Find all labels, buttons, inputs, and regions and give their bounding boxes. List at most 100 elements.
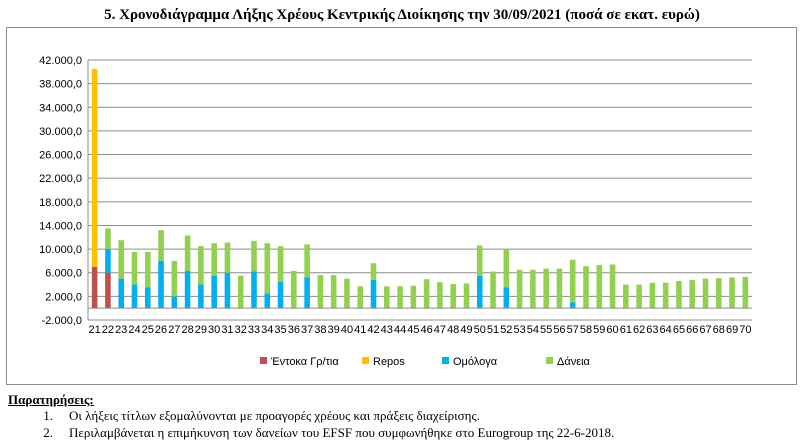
bar-segment — [729, 277, 735, 309]
bar-segment — [198, 284, 204, 309]
x-tick-label: 45 — [407, 324, 419, 336]
bar-segment — [211, 275, 217, 309]
bar-segment — [171, 296, 178, 309]
x-tick-label: 64 — [660, 324, 672, 336]
x-tick-label: 67 — [699, 324, 711, 336]
bar-segment — [569, 302, 576, 309]
bar-segment — [344, 278, 350, 309]
x-tick-label: 69 — [726, 324, 738, 336]
x-tick-label: 48 — [447, 324, 459, 336]
x-tick-label: 38 — [314, 324, 326, 336]
x-tick-label: 33 — [248, 324, 260, 336]
x-tick-label: 66 — [686, 324, 698, 336]
x-tick-label: 23 — [115, 324, 127, 336]
bar-segment — [211, 243, 217, 276]
x-tick-label: 43 — [381, 324, 393, 336]
bar-segment — [476, 275, 483, 309]
x-tick-label: 37 — [301, 324, 313, 336]
bar-segment — [623, 284, 629, 309]
x-tick-label: 55 — [540, 324, 552, 336]
y-tick-label: 14.000,0 — [39, 220, 82, 232]
bar-segment — [158, 260, 164, 309]
legend-label: Ομόλογα — [453, 356, 498, 368]
bar-segment — [357, 286, 364, 309]
y-tick-label: 2.000,0 — [45, 291, 82, 303]
bar-segment — [702, 278, 709, 309]
bar-segment — [543, 268, 549, 309]
bar-segment — [503, 287, 510, 309]
x-tick-label: 70 — [739, 324, 751, 336]
bar-segment — [237, 275, 244, 309]
x-tick-label: 56 — [553, 324, 565, 336]
bar-segment — [224, 242, 231, 273]
bar-segment — [171, 260, 178, 297]
notes-heading: Παρατηρήσεις: — [8, 392, 94, 407]
x-tick-label: 44 — [394, 324, 406, 336]
x-tick-label: 26 — [155, 324, 167, 336]
y-tick-label: 18.000,0 — [39, 197, 82, 209]
bar-segment — [609, 264, 616, 309]
bar-segment — [662, 282, 669, 309]
x-tick-label: 31 — [221, 324, 233, 336]
bar-segment — [105, 249, 111, 273]
bar-segment — [91, 266, 98, 309]
x-tick-label: 39 — [328, 324, 340, 336]
x-tick-label: 35 — [274, 324, 286, 336]
note-text: Οι λήξεις τίτλων εξομαλύνονται με προαγο… — [69, 408, 480, 423]
bar-segment — [291, 270, 297, 309]
chart-frame — [6, 27, 797, 385]
bar-segment — [184, 270, 191, 309]
axes — [87, 60, 752, 320]
bars — [91, 68, 749, 309]
chart-title: 5. Χρονοδιάγραμμα Λήξης Χρέους Κεντρικής… — [104, 7, 700, 23]
bar-segment — [158, 230, 164, 261]
bar-segment — [463, 283, 470, 309]
x-tick-label: 59 — [593, 324, 605, 336]
bar-segment — [251, 271, 257, 309]
x-tick-label: 46 — [421, 324, 433, 336]
x-tick-label: 63 — [646, 324, 658, 336]
y-tick-label: -2.000,0 — [42, 315, 82, 327]
bar-segment — [397, 286, 403, 309]
bar-segment — [144, 252, 151, 288]
bar-segment — [742, 276, 749, 309]
bar-segment — [476, 245, 483, 276]
legend-swatch — [260, 357, 267, 364]
bar-segment — [184, 235, 191, 271]
x-tick-label: 24 — [128, 324, 140, 336]
x-tick-label: 52 — [500, 324, 512, 336]
bar-segment — [410, 285, 417, 309]
x-tick-label: 30 — [208, 324, 220, 336]
y-tick-label: 22.000,0 — [39, 173, 82, 185]
x-tick-label: 50 — [474, 324, 486, 336]
bar-segment — [304, 277, 310, 309]
x-tick-label: 51 — [487, 324, 499, 336]
x-tick-label: 34 — [261, 324, 273, 336]
x-tick-label: 53 — [513, 324, 525, 336]
bar-segment — [198, 246, 204, 285]
bar-segment — [516, 269, 523, 309]
x-tick-label: 49 — [460, 324, 472, 336]
bar-segment — [330, 275, 337, 309]
bar-segment — [105, 272, 111, 309]
y-tick-labels: -2.000,0 2.000,0 6.000,0 10.000,0 14.000,0 18… — [39, 55, 82, 327]
x-tick-label: 28 — [181, 324, 193, 336]
legend-swatch — [442, 357, 449, 364]
bar-segment — [370, 263, 377, 280]
bar-segment — [596, 265, 603, 309]
legend-label: Έντοκα Γρ/τια — [270, 356, 339, 368]
bar-segment — [131, 284, 138, 309]
maturity-bar-chart: -2.000,0 2.000,0 6.000,0 10.000,0 14.000,0 18… — [39, 55, 752, 368]
bar-segment — [118, 240, 124, 279]
x-tick-label: 27 — [168, 324, 180, 336]
bar-segment — [716, 278, 722, 309]
bar-segment — [91, 68, 98, 267]
note-number: 1. — [43, 408, 53, 423]
bar-segment — [649, 282, 656, 309]
legend-swatch — [362, 357, 369, 364]
x-tick-label: 68 — [713, 324, 725, 336]
bar-segment — [450, 283, 456, 309]
x-tick-label: 61 — [620, 324, 632, 336]
bar-segment — [144, 287, 151, 309]
bar-segment — [689, 279, 696, 309]
